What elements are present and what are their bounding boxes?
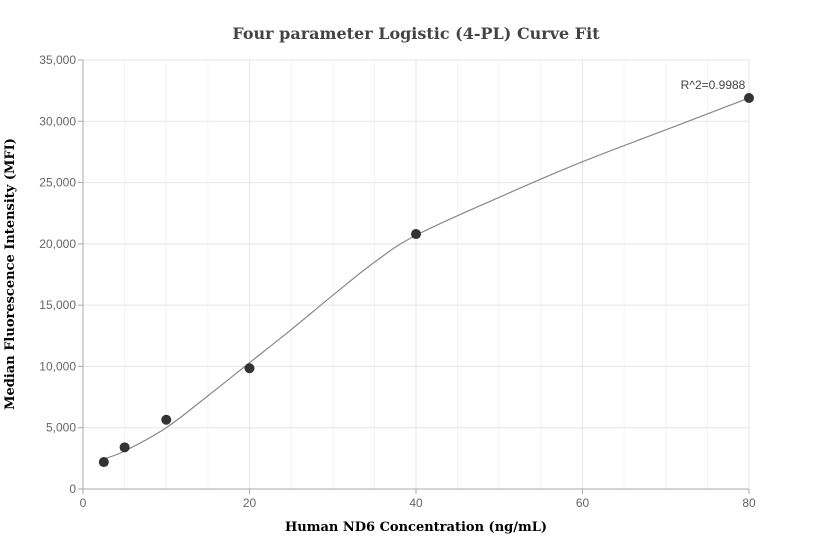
y-tick-label: 15,000: [39, 298, 76, 312]
y-tick-label: 25,000: [39, 176, 76, 190]
data-point: [119, 442, 130, 453]
y-axis-title: Median Fluorescence Intensity (MFI): [3, 138, 18, 410]
x-tick-label: 0: [80, 496, 87, 510]
x-tick-label: 40: [409, 496, 423, 510]
x-tick-label: 80: [742, 496, 756, 510]
fit-curve-group: [103, 97, 750, 460]
labels: 0 20 40 60 80 0 5,000 10,000 15,000 20,000 25,000 3…: [39, 53, 756, 510]
x-tick-label: 20: [243, 496, 257, 510]
y-tick-label: 30,000: [39, 114, 76, 128]
y-tick-label: 20,000: [39, 237, 76, 251]
x-tick-label: 60: [576, 496, 590, 510]
fit-curve: [103, 97, 750, 460]
grid: [83, 59, 750, 489]
y-tick-label: 10,000: [39, 359, 76, 373]
y-tick-label: 0: [69, 482, 76, 496]
data-points: [98, 92, 754, 468]
x-axis-title: Human ND6 Concentration (ng/mL): [285, 520, 547, 535]
chart-title: Four parameter Logistic (4-PL) Curve Fit: [232, 24, 600, 43]
data-point: [744, 92, 754, 103]
y-tick-label: 5,000: [46, 421, 76, 435]
r-squared-annotation: R^2=0.9988: [681, 78, 746, 92]
y-tick-label: 35,000: [39, 53, 76, 67]
data-point: [161, 414, 172, 425]
data-point: [98, 457, 109, 468]
data-point: [411, 229, 421, 240]
data-point: [244, 363, 255, 374]
axes: [78, 59, 750, 494]
